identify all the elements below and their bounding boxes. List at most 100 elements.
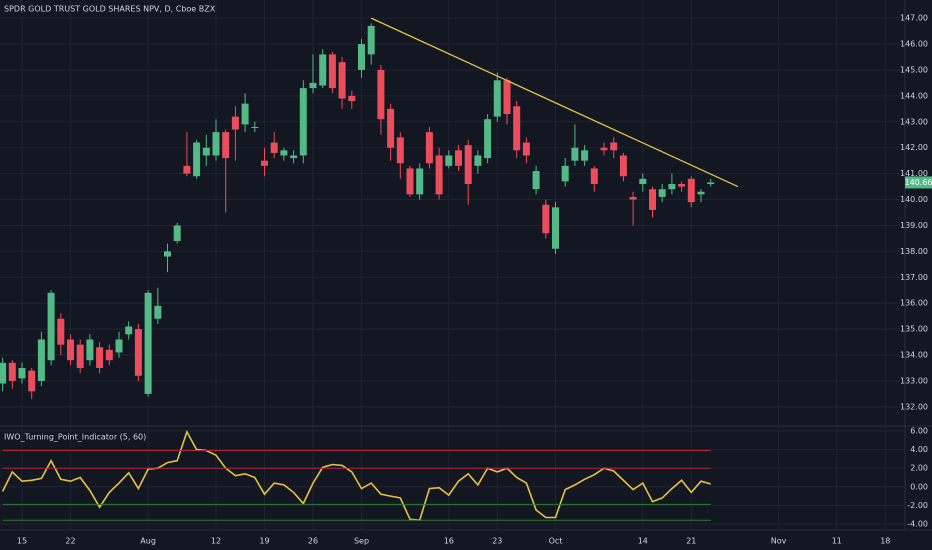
candle-body: [231, 116, 239, 130]
x-tick-label: 26: [308, 537, 318, 546]
x-tick-label: 11: [832, 537, 842, 546]
x-tick-label: 18: [880, 537, 890, 546]
candle-body: [503, 80, 511, 115]
candle-body: [687, 178, 695, 203]
y-tick-label: 145.00: [900, 65, 928, 74]
x-tick-label: Aug: [140, 537, 156, 546]
candle-body: [261, 160, 268, 166]
y-tick-label: 146.00: [900, 40, 928, 49]
candle-body: [455, 150, 462, 166]
candle-body: [707, 182, 715, 184]
candle-body: [532, 171, 540, 190]
candle-body: [445, 155, 453, 166]
y-tick-label: 142.00: [900, 143, 928, 152]
candle-body: [270, 142, 278, 153]
candle-body: [387, 108, 395, 148]
candle-body: [144, 292, 152, 394]
candle-body: [125, 326, 133, 335]
indicator-title: IWO_Turning_Point_Indicator (5, 60): [4, 433, 146, 442]
y-tick-label: 134.00: [900, 351, 928, 360]
candle-body: [134, 329, 142, 376]
candle-body: [154, 305, 162, 319]
trendline: [370, 17, 739, 188]
candle-body: [57, 318, 65, 345]
candle-body: [639, 178, 647, 184]
candle-body: [251, 126, 259, 128]
candle-body: [280, 150, 288, 156]
candle-body: [678, 183, 686, 187]
x-tick-label: 16: [444, 537, 454, 546]
candle-body: [338, 62, 346, 99]
y-tick-label: 138.00: [900, 247, 928, 256]
y-tick-label: 147.00: [900, 14, 928, 23]
candle-body: [552, 207, 559, 249]
candle-body: [309, 82, 317, 89]
candle-body: [425, 132, 433, 164]
candle-body: [522, 142, 530, 156]
candle-body: [697, 191, 705, 195]
candle-body: [571, 147, 579, 161]
candle-body: [241, 103, 249, 125]
candle-body: [96, 347, 104, 368]
y-tick-label: 0.00: [910, 482, 928, 491]
candle-body: [222, 132, 230, 159]
chart-title: SPDR GOLD TRUST GOLD SHARES NPV, D, Cboe…: [4, 5, 216, 14]
y-tick-label: 144.00: [900, 91, 928, 100]
y-tick-label: 135.00: [900, 325, 928, 334]
y-tick-label: 4.00: [910, 445, 928, 454]
marks: [0, 17, 739, 522]
y-tick-label: 137.00: [900, 273, 928, 282]
candle-body: [183, 165, 191, 174]
candle-body: [212, 132, 220, 156]
candle-body: [377, 69, 385, 120]
candle-body: [319, 54, 327, 86]
y-tick-label: 6.00: [910, 426, 928, 435]
candle-body: [658, 189, 666, 197]
y-tick-label: 141.00: [900, 169, 928, 178]
x-tick-label: 23: [492, 537, 502, 546]
candle-body: [28, 370, 36, 392]
indicator-line: [1, 429, 711, 522]
candle-body: [76, 344, 84, 368]
candle-body: [47, 292, 55, 361]
last-price-box: [905, 176, 932, 189]
candle-body: [8, 362, 16, 381]
x-tick-label: Sep: [354, 537, 369, 546]
y-tick-label: 143.00: [900, 117, 928, 126]
candle-body: [484, 119, 492, 159]
x-tick-label: Nov: [771, 537, 787, 546]
candle-body: [600, 147, 608, 151]
candle-body: [37, 339, 45, 381]
candle-body: [18, 367, 26, 379]
x-tick-label: 21: [686, 537, 696, 546]
y-tick-label: 140.00: [900, 195, 928, 204]
y-tick-label: 132.00: [900, 402, 928, 411]
candle-body: [493, 80, 501, 117]
x-tick-label: Oct: [549, 537, 563, 546]
candle-body: [67, 339, 74, 361]
candle-body: [396, 137, 404, 164]
candle-body: [0, 362, 7, 384]
candle-body: [542, 204, 550, 234]
y-tick-label: 2.00: [910, 464, 928, 473]
candle-body: [193, 142, 201, 177]
candle-body: [668, 183, 676, 190]
y-tick-label: 136.00: [900, 299, 928, 308]
candle-body: [358, 44, 365, 70]
candle-body: [105, 349, 113, 361]
candle-body: [348, 95, 356, 102]
candle-body: [86, 339, 94, 361]
candle-body: [464, 145, 472, 184]
x-tick-label: 22: [65, 537, 75, 546]
y-tick-label: -2.00: [907, 501, 928, 510]
candle-body: [561, 165, 569, 182]
candle-body: [610, 142, 618, 151]
candle-body: [629, 196, 637, 200]
x-tick-label: 14: [638, 537, 648, 546]
candle-body: [513, 106, 521, 151]
candle-body: [299, 88, 307, 156]
candle-body: [328, 54, 336, 89]
x-tick-label: 15: [17, 537, 27, 546]
candle-body: [416, 168, 424, 195]
